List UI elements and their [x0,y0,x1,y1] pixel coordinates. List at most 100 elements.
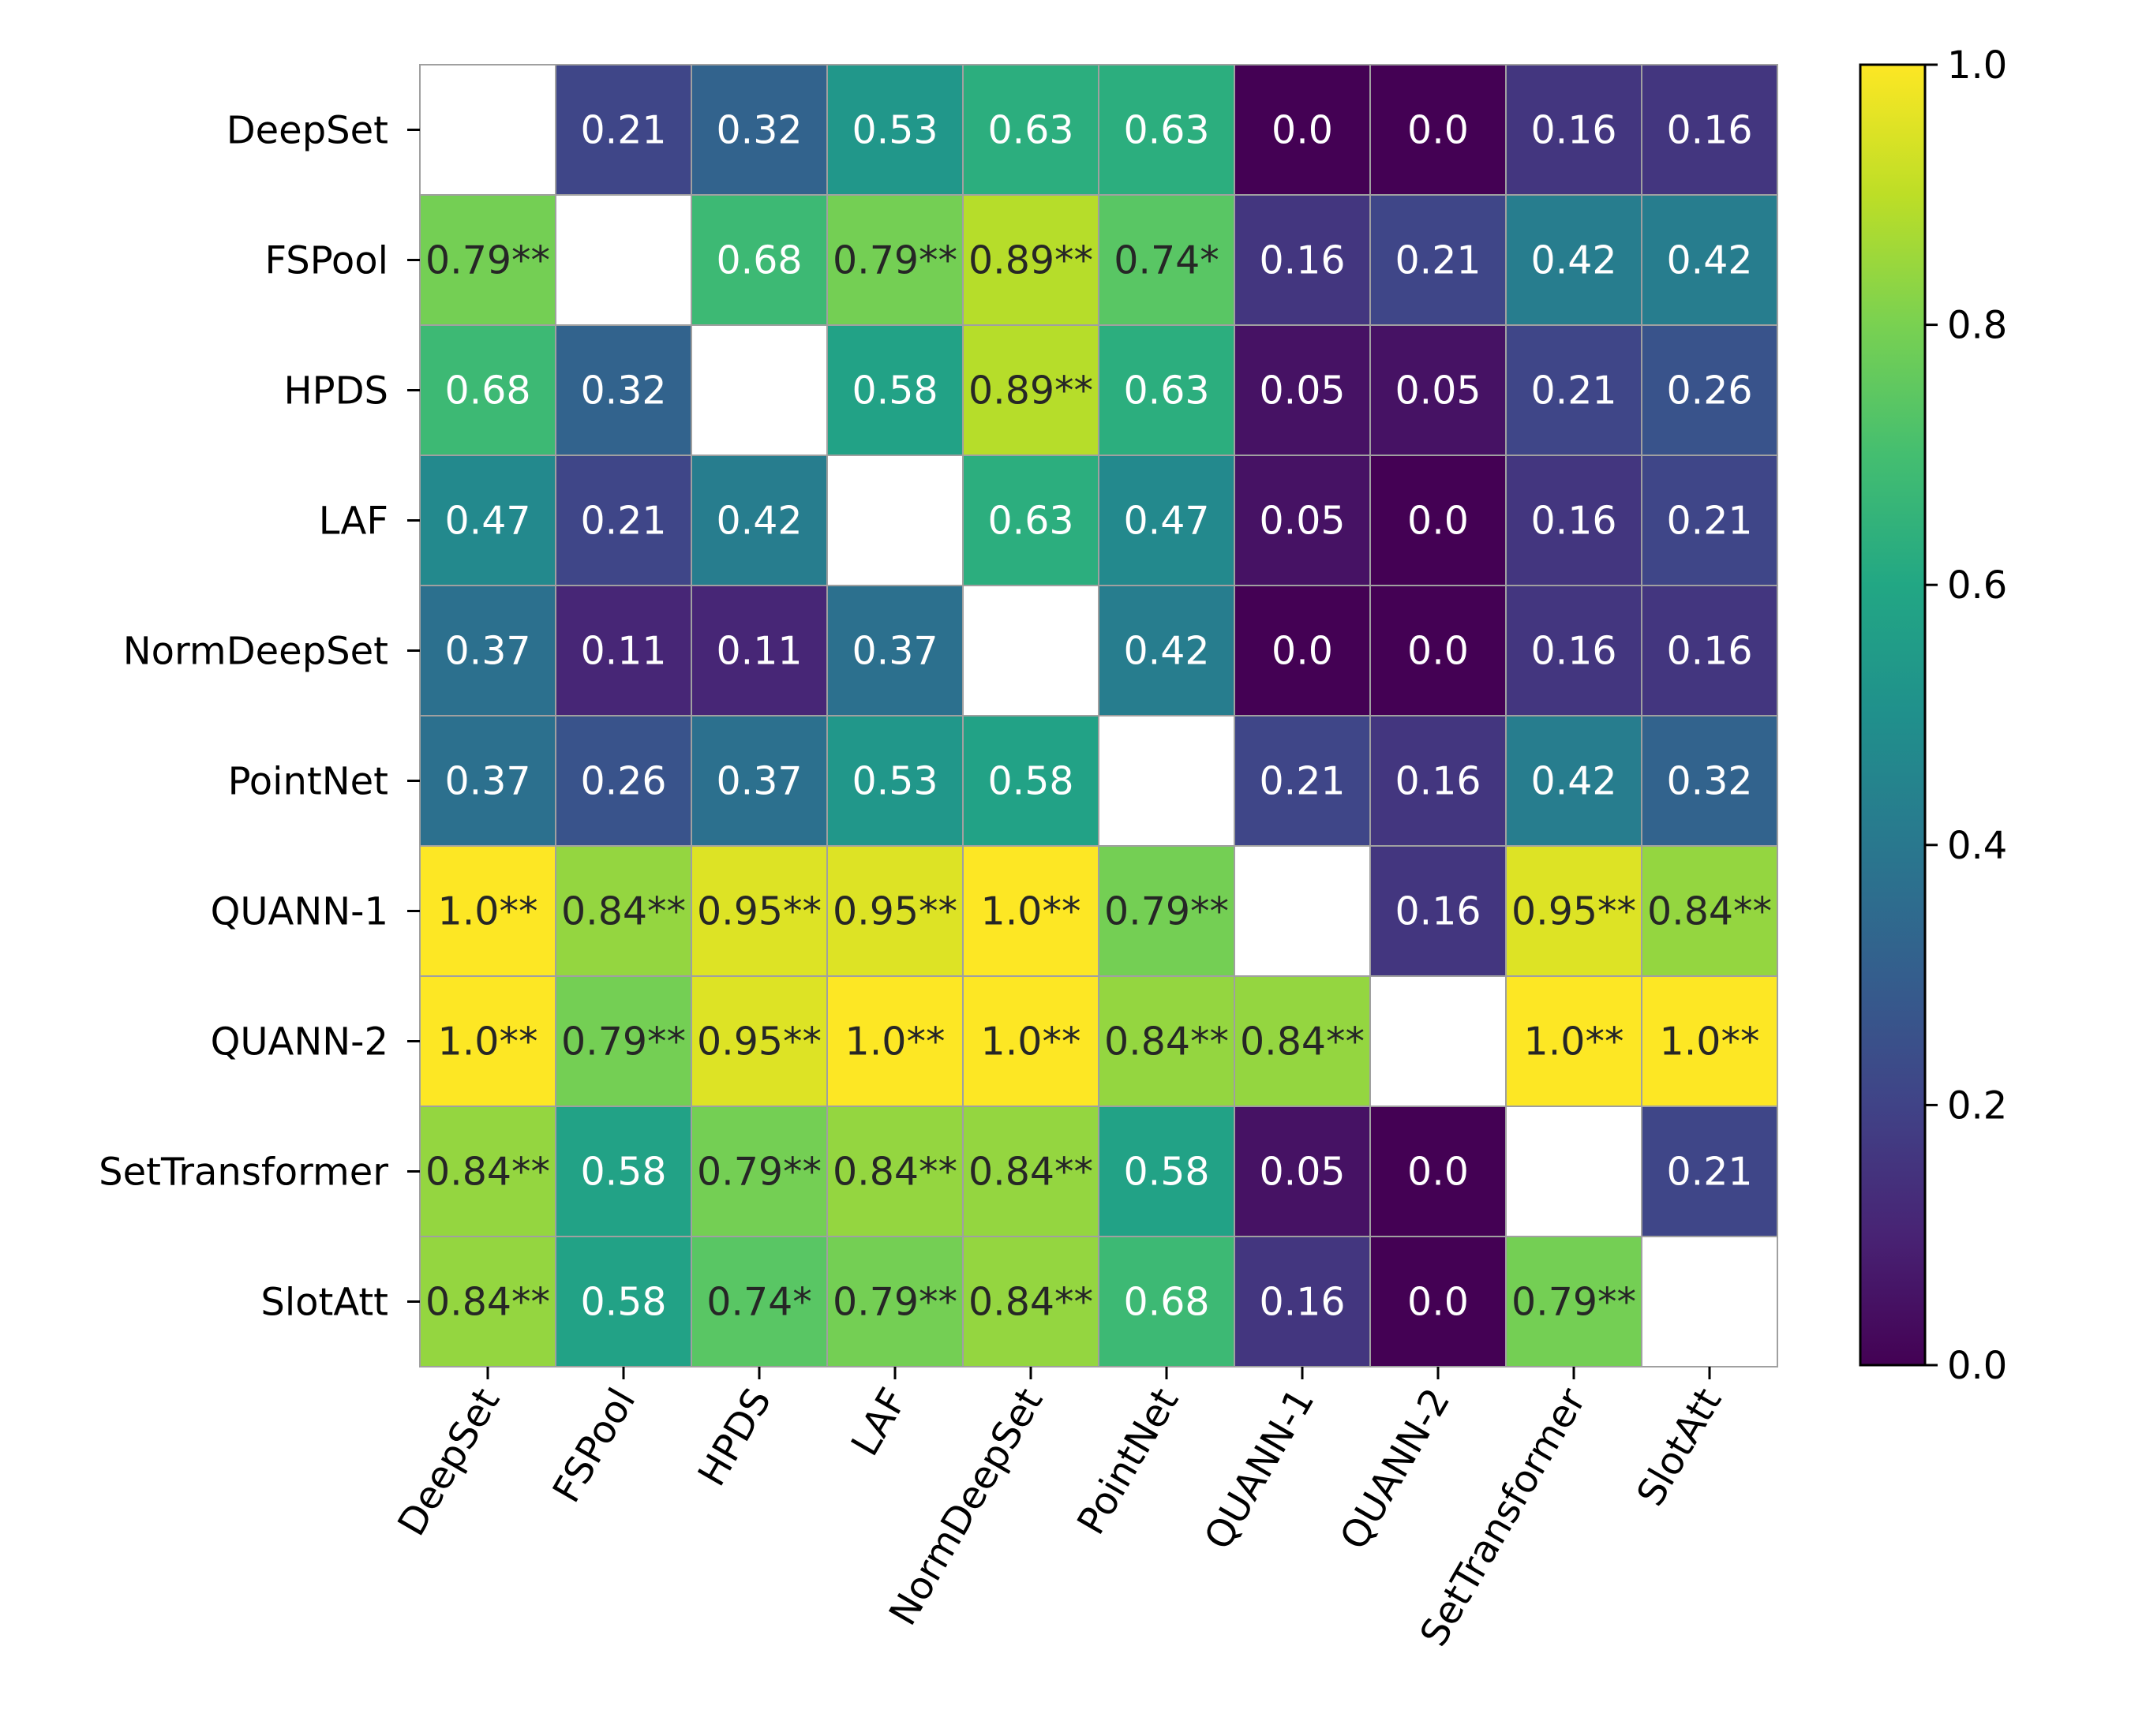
heatmap-cell [691,324,828,456]
heatmap-cell [1098,1106,1235,1237]
cell-value-label: 0.32 [580,369,666,413]
cell-value-label: 0.37 [852,629,938,674]
cell-value-label: 0.21 [1259,759,1345,804]
x-tick-label: SlotAtt [1628,1381,1730,1513]
heatmap-cell [1234,715,1371,847]
cell-value-label: 0.16 [1530,499,1616,544]
heatmap-cell [962,585,1099,716]
heatmap-cell [1369,975,1507,1107]
heatmap-cell [826,975,964,1107]
y-tick-label: QUANN-1 [211,890,388,934]
heatmap-cell [1641,975,1778,1107]
heatmap-cell [691,715,828,847]
colorbar-ticks: 0.0 0.2 0.4 0.6 0.8 1.0 [1925,43,2007,1388]
colorbar-tick-label: 0.2 [1947,1083,2007,1128]
y-tick-label: NormDeepSet [123,630,388,674]
heatmap-cell [962,975,1099,1107]
cell-value-label: 0.16 [1666,629,1752,674]
heatmap-cell [555,455,692,586]
x-tick-label: QUANN-1 [1196,1381,1323,1557]
cell-value-label: 0.84** [1647,889,1772,934]
cell-value-label: 0.05 [1259,1150,1345,1195]
heatmap-cell [962,1236,1099,1367]
heatmap-cell [691,975,828,1107]
cell-value-label: 0.58 [852,369,938,413]
y-tick-label: SlotAtt [260,1281,388,1325]
heatmap-cell [419,1106,556,1237]
colorbar-tick-label: 0.8 [1947,304,2007,348]
heatmap-cell [962,324,1099,456]
heatmap-cell [1641,1236,1778,1367]
heatmap-cell [1234,975,1371,1107]
heatmap-cell [1369,845,1507,977]
cell-value-label: 0.79** [1104,889,1229,934]
heatmap-cell [962,845,1099,977]
heatmap-cell [826,1106,964,1237]
heatmap-cell [1234,1106,1371,1237]
cell-value-label: 0.63 [987,499,1073,544]
heatmap-cell [1098,975,1235,1107]
heatmap-cell [1098,64,1235,196]
cell-value-label: 1.0** [1660,1020,1760,1064]
heatmap-cell [1505,64,1642,196]
heatmap-cell [1641,324,1778,456]
cell-value-label: 0.11 [716,629,802,674]
y-tick-label: LAF [319,499,388,544]
cell-value-label: 0.53 [852,759,938,804]
cell-value-label: 0.84** [425,1280,550,1325]
heatmap-cell [419,585,556,716]
cell-value-label: 0.58 [987,759,1073,804]
x-tick-label: DeepSet [389,1381,508,1543]
cell-value-label: 0.68 [716,238,802,283]
cell-value-label: 0.0 [1407,629,1469,674]
cell-value-label: 0.0 [1407,108,1469,153]
heatmap-cell [826,715,964,847]
heatmap-cell [419,975,556,1107]
cell-value-label: 0.47 [1123,499,1209,544]
cell-value-label: 1.0** [845,1020,946,1064]
heatmap-cell [555,64,692,196]
colorbar: 0.0 0.2 0.4 0.6 0.8 1.0 [1859,43,2007,1388]
cell-value-label: 0.21 [1395,238,1481,283]
heatmap-cell [962,455,1099,586]
cell-value-label: 0.37 [444,629,530,674]
cell-value-label: 1.0** [1524,1020,1624,1064]
cell-value-label: 0.21 [1666,1150,1752,1195]
y-tick-label: QUANN-2 [211,1020,388,1064]
cell-value-label: 0.58 [580,1280,666,1325]
heatmap-cell [555,585,692,716]
cell-value-label: 0.42 [716,499,802,544]
heatmap-cell [555,324,692,456]
cell-value-label: 0.58 [580,1150,666,1195]
cell-value-label: 0.16 [1666,108,1752,153]
heatmap-cell [1641,455,1778,586]
cell-value-label: 0.21 [1666,499,1752,544]
cell-value-label: 0.0 [1407,499,1469,544]
cell-value-label: 0.05 [1395,369,1481,413]
heatmap-cell [691,585,828,716]
heatmap-cell [555,845,692,977]
cell-value-label: 1.0** [438,1020,538,1064]
cell-value-label: 0.37 [444,759,530,804]
cell-value-label: 0.84** [833,1150,957,1195]
colorbar-tick-label: 0.0 [1947,1344,2007,1388]
cell-value-label: 1.0** [438,889,538,934]
y-tick-label: FSPool [264,239,388,283]
y-tick-label: HPDS [284,369,388,413]
heatmap-cell [962,1106,1099,1237]
heatmap-cell [1098,1236,1235,1367]
heatmap-cell [1641,715,1778,847]
cell-value-label: 0.0 [1407,1280,1469,1325]
cell-value-label: 1.0** [981,889,1081,934]
cell-value-label: 0.79** [833,238,957,283]
cell-value-label: 0.58 [1123,1150,1209,1195]
heatmap-cell [555,194,692,326]
heatmap-cell [419,715,556,847]
heatmap-cell [1234,845,1371,977]
cell-value-label: 0.84** [968,1150,1093,1195]
heatmap-cell [962,64,1099,196]
heatmap-cell [1505,455,1642,586]
heatmap-cell [419,194,556,326]
cell-value-label: 0.26 [1666,369,1752,413]
cell-value-label: 0.05 [1259,499,1345,544]
